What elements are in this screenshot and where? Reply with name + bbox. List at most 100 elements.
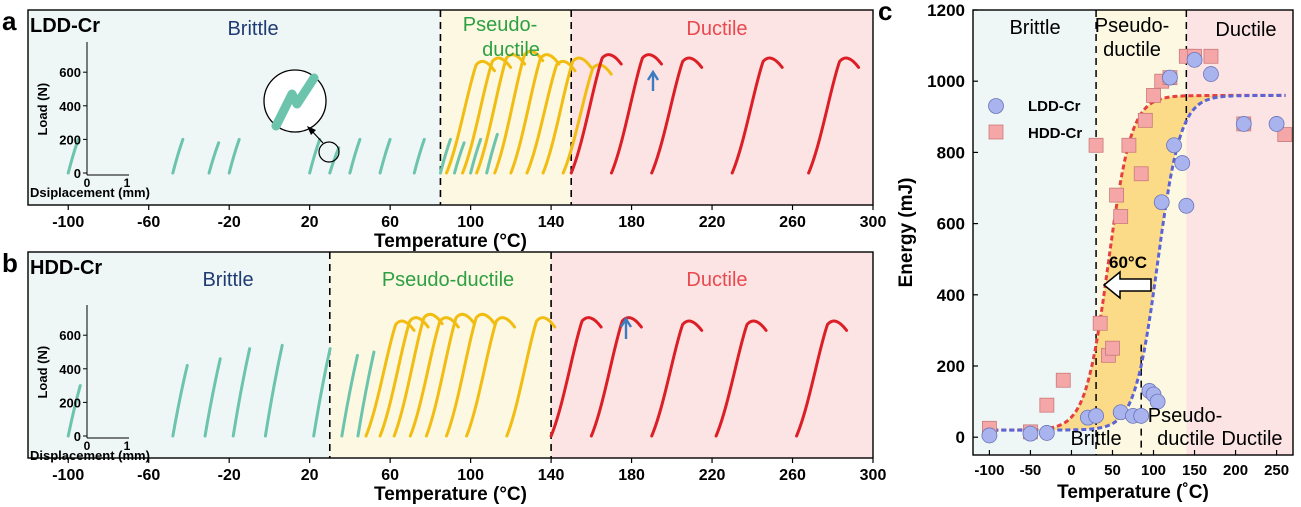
a-curve-brittle-11: [469, 137, 483, 175]
panel-b-inset-axes: 0 200 400 600 0 1: [59, 304, 131, 453]
point-hdd-4: [1088, 137, 1104, 153]
point-hdd-8: [1109, 187, 1124, 203]
panel-a-region-ductile: [571, 10, 873, 205]
point-hdd-13: [1146, 88, 1161, 103]
c-xtick-label-0: -100: [974, 462, 1004, 479]
point-ldd-4: [1088, 407, 1104, 424]
b-curve-pseudo-8: [364, 319, 416, 438]
a-curve-pseudo-13: [444, 59, 496, 175]
panel-a-magnifier: [263, 69, 340, 163]
panel-a-region-brittle: [28, 10, 441, 205]
point-ldd-19: [1268, 116, 1285, 132]
panel-a-inset-axes: 0 200 400 600 0 1: [59, 41, 131, 190]
a-curve-brittle-10: [453, 141, 466, 175]
a-xtick-label-3: 20: [301, 214, 319, 231]
panel-a-x-axis: -100 -60 -20 20 60 100 140 180 220 260 300: [52, 205, 886, 231]
magnifier-curve: [271, 73, 319, 131]
a-xtick-label-5: 100: [457, 214, 484, 231]
panel-b-ductile-label: Ductile: [686, 269, 747, 291]
b-inset-xtick-label-0: 0: [84, 439, 91, 453]
a-inset-xtick-label-0: 0: [84, 176, 91, 190]
panel-b-letter: b: [2, 248, 18, 278]
c-xtick-label-6: 200: [1223, 462, 1248, 479]
b-curve-pseudo-13: [444, 312, 496, 438]
a-xtick-label-1: -60: [137, 214, 160, 231]
point-ldd-11: [1153, 194, 1170, 211]
point-ldd-18: [1235, 116, 1252, 132]
c-xtick-label-5: 150: [1182, 462, 1207, 479]
a-curve-brittle-6: [348, 137, 362, 175]
panel-a-curves: [66, 49, 861, 175]
panel-a: 0 200 400 600 0 1 -100 -60 -20 20 60 100 140 180 220 2…: [2, 6, 886, 252]
panel-c-frame: [972, 9, 1294, 456]
b-xtick-label-9: 260: [779, 467, 806, 484]
a-curve-ductile-22: [609, 53, 663, 175]
b-curve-pseudo-9: [378, 316, 430, 438]
b-xtick-label-2: -20: [218, 467, 241, 484]
point-hdd-3: [1055, 372, 1071, 388]
a-curve-brittle-9: [438, 137, 452, 175]
panel-c-pseudo-label-2: ductile: [1103, 39, 1161, 61]
c-ytick-label-1: 200: [937, 357, 965, 376]
b-curve-pseudo-10: [392, 312, 444, 438]
c-ytick-label-2: 400: [937, 286, 965, 305]
panel-a-inset-x-label: Dsiplacement (mm): [30, 185, 150, 200]
panel-c-region-ductile: [1186, 10, 1293, 455]
panel-b-x-axis-label: Temperature (°C): [374, 484, 527, 505]
panel-c-x-axis-label: Temperature (˚C): [1057, 482, 1209, 503]
b-xtick-label-10: 300: [860, 467, 887, 484]
b-curve-brittle-4: [263, 343, 284, 438]
a-curve-brittle-3: [227, 137, 241, 175]
a-xtick-label-6: 140: [538, 214, 565, 231]
b-xtick-label-8: 220: [699, 467, 726, 484]
panel-b-pseudo-label: Pseudo-ductile: [382, 269, 514, 291]
point-ldd-16: [1186, 51, 1203, 68]
a-xtick-label-9: 260: [779, 214, 806, 231]
panel-b-brittle-label: Brittle: [202, 269, 253, 291]
point-ldd-1: [1022, 425, 1039, 442]
b-inset-xtick-label-1: 1: [124, 439, 131, 453]
a-curve-pseudo-14: [461, 56, 513, 175]
panel-c-shift-arrow: [1102, 270, 1152, 300]
a-curve-brittle-2: [207, 141, 221, 175]
b-xtick-label-4: 60: [381, 467, 399, 484]
c-xtick-label-7: 250: [1264, 462, 1289, 479]
panel-c-region-brittle: [973, 10, 1097, 455]
point-ldd-0: [981, 427, 998, 444]
legend-marker-ldd: [988, 98, 1004, 114]
panel-a-brittle-label: Brittle: [227, 18, 278, 40]
b-xtick-label-6: 140: [538, 467, 565, 484]
panel-c-transition-band: [985, 95, 1286, 431]
panel-c-letter: c: [878, 0, 892, 26]
panel-c-legend: LDD-Cr HDD-Cr: [988, 98, 1082, 142]
a-curve-ductile-21: [569, 53, 623, 175]
panel-b-peak-arrow: [619, 316, 633, 339]
c-ytick-label-4: 800: [937, 143, 965, 162]
b-curve-ductile-16: [549, 316, 603, 438]
panel-b-region-brittle: [28, 252, 330, 458]
panel-c-y-axis-label: Energy (mJ): [896, 178, 917, 288]
panel-b-frame: [27, 251, 874, 459]
a-xtick-label-2: -20: [218, 214, 241, 231]
b-curve-brittle-5: [312, 347, 332, 438]
point-hdd-10: [1121, 137, 1137, 153]
legend-label-ldd: LDD-Cr: [1028, 98, 1081, 115]
panel-b: 0 200 400 600 0 1 -100 -60 -20 20 60 100 140 180 220 2…: [2, 248, 886, 505]
b-curve-pseudo-12: [424, 312, 476, 438]
panel-a-peak-arrow: [646, 69, 660, 91]
legend-label-hdd: HDD-Cr: [1028, 125, 1082, 142]
point-ldd-17: [1203, 66, 1219, 82]
b-curve-ductile-20: [795, 319, 849, 438]
a-curve-brittle-4: [308, 137, 322, 175]
point-ldd-14: [1174, 155, 1191, 171]
b-curve-pseudo-15: [505, 316, 557, 438]
panel-c-pseudo-label-lower-1: Pseudo-: [1148, 405, 1223, 427]
panel-c-ductile-label: Ductile: [1215, 19, 1276, 41]
point-hdd-12: [1137, 112, 1153, 128]
panel-a-title: LDD-Cr: [30, 15, 100, 37]
a-curve-pseudo-17: [509, 53, 561, 175]
panel-c-brittle-label: Brittle: [1009, 17, 1060, 39]
point-ldd-13: [1166, 137, 1182, 154]
panel-a-x-axis-label: Temperature (°C): [374, 231, 527, 252]
